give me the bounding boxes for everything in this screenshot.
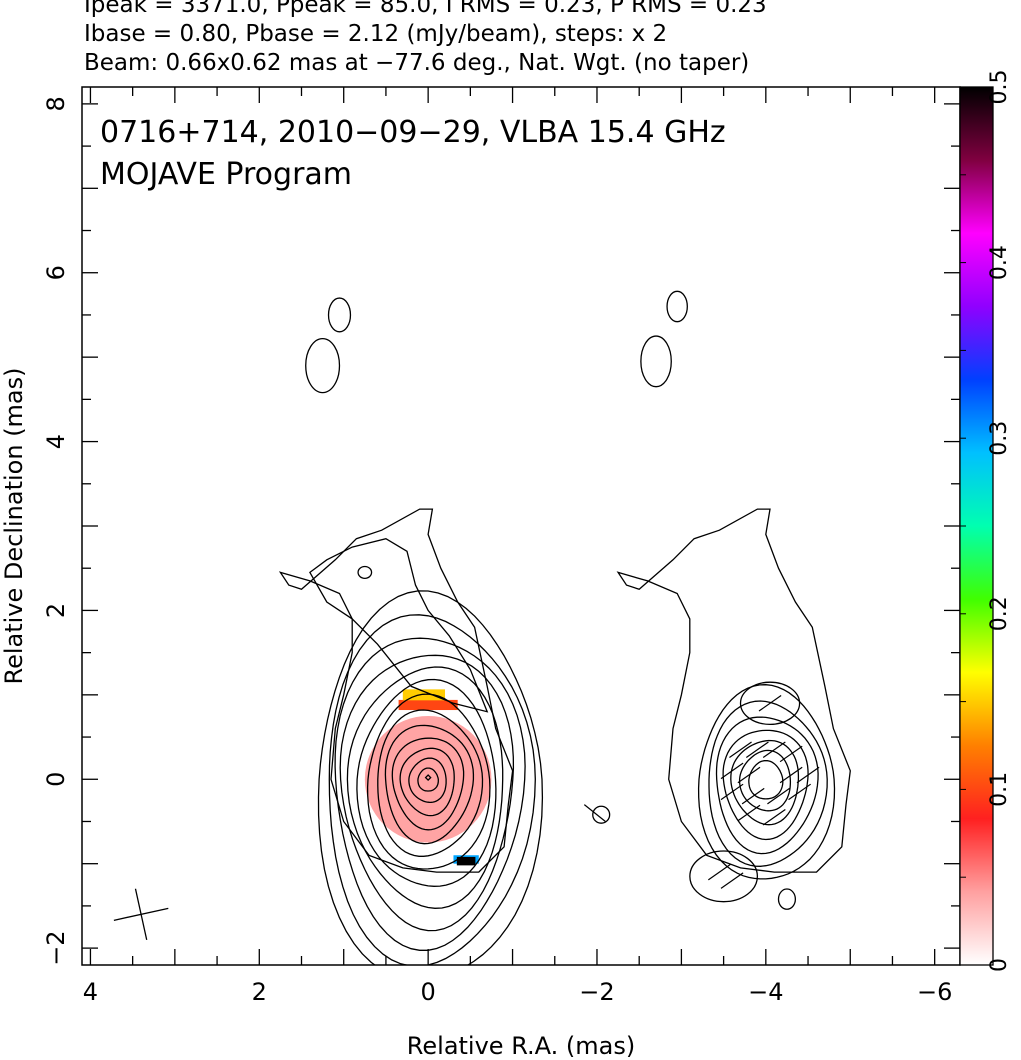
contour-island (329, 298, 351, 332)
evpa-vector (708, 864, 730, 879)
x-tick-label: −6 (917, 978, 952, 1006)
axis-ticks: 4 2 0 −2 −4 −6 −2 0 2 4 6 8 (42, 87, 960, 1006)
colorbar-tick-label: 0.1 (987, 772, 1012, 807)
contour-level (731, 741, 799, 825)
x-tick-label: 2 (252, 978, 267, 1006)
chart-subtitle: MOJAVE Program (100, 157, 352, 192)
total-intensity-contours (280, 291, 850, 980)
colorbar-tick-label: 0.5 (987, 70, 1012, 105)
beam-symbol (114, 889, 168, 940)
y-tick-label: −2 (42, 930, 70, 965)
y-tick-label: 2 (42, 603, 70, 618)
contour-island (306, 339, 340, 393)
extended-jet-contour (618, 509, 850, 872)
contour-level (709, 701, 827, 866)
evpa-vector (763, 742, 785, 757)
evpa-vector (763, 810, 785, 825)
contour-level (699, 685, 835, 879)
fractional-polarization-layer (365, 689, 492, 865)
chart-title: 0716+714, 2010−09−29, VLBA 15.4 GHz (100, 115, 726, 150)
x-tick-label: −2 (579, 978, 614, 1006)
y-tick-label: 0 (42, 772, 70, 787)
evpa-vector (746, 742, 768, 757)
y-tick-label: 4 (42, 434, 70, 449)
evpa-vector (721, 873, 743, 888)
x-tick-label: 4 (83, 978, 98, 1006)
y-tick-label: 6 (42, 265, 70, 280)
x-axis-label: Relative R.A. (mas) (407, 1032, 635, 1060)
y-tick-label: 8 (42, 96, 70, 111)
evpa-vector (789, 784, 811, 799)
evpa-vector (759, 696, 781, 711)
contour-island (778, 889, 795, 909)
evpa-vector (780, 746, 802, 761)
y-axis-label: Relative Declination (mas) (0, 367, 28, 684)
x-tick-label: 0 (420, 978, 435, 1006)
plot-frame (82, 87, 960, 965)
colorbar-tick-label: 0 (987, 958, 1012, 972)
colorbar-tick-label: 0.4 (987, 245, 1012, 280)
contour-level (749, 761, 783, 799)
colorbar-tick-label: 0.2 (987, 596, 1012, 631)
colorbar-tick-label: 0.3 (987, 421, 1012, 456)
contour-island (358, 567, 372, 579)
contour-island (641, 336, 671, 387)
evpa-vector (584, 805, 605, 822)
x-tick-label: −4 (748, 978, 783, 1006)
contour-island (593, 806, 610, 823)
contour-island (667, 291, 687, 321)
evpa-vector (767, 788, 789, 803)
beam-minor-axis (135, 889, 146, 940)
evpa-vector (742, 788, 764, 803)
